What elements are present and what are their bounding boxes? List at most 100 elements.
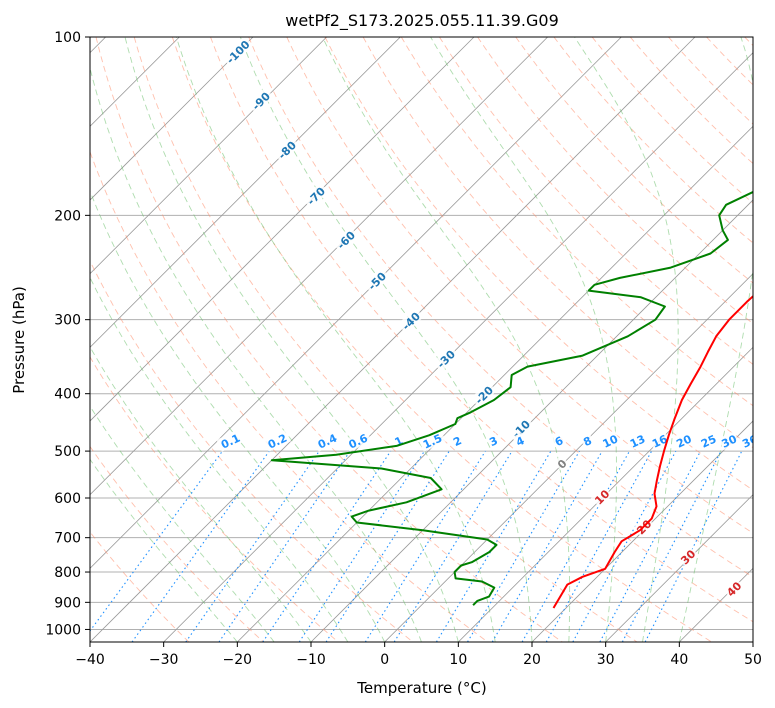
dry-adiabat-line: [553, 37, 753, 244]
contour-label-bg: [344, 429, 372, 452]
contour-label-bg: [432, 345, 459, 372]
contour-label-bg: [332, 226, 359, 253]
mixing-ratio-line: [185, 450, 320, 642]
y-tick-label: 600: [54, 491, 81, 507]
dry-adiabat-line: [744, 37, 753, 47]
plot-frame: [89, 36, 754, 643]
mixing-ratio-line: [545, 450, 653, 642]
isotherm-line: [90, 37, 327, 275]
dry-adiabat-line: [400, 37, 753, 407]
moist-adiabat-line: [678, 37, 753, 642]
y-tick-label: 200: [54, 208, 81, 224]
y-axis-ticks: 100 200 300 400 500 600 700 800 900 1000: [45, 30, 90, 638]
y-tick-label: 500: [54, 444, 81, 460]
mixing-ratio-line: [393, 450, 513, 642]
x-tick-label: 30: [597, 652, 615, 668]
moist-adiabat-line: [90, 405, 275, 642]
moist-adiabat-line: [90, 190, 386, 642]
plot-area: -100-90-80-70-60-50-40-30-20-100.1 0.2 0.4…: [90, 37, 753, 642]
mixing-ratio-line: [364, 450, 486, 642]
mixing-ratio-line: [435, 450, 552, 642]
x-axis-title: Temperature (°C): [356, 679, 486, 697]
isotherm-line: [237, 125, 753, 642]
dry-adiabat-line: [90, 259, 414, 642]
y-tick-label: 100: [54, 30, 81, 46]
dry-adiabat-line: [210, 37, 753, 623]
y-tick-label: 1000: [45, 622, 81, 638]
contour-label-bg: [449, 432, 465, 449]
contour-label-bg: [718, 431, 740, 451]
isotherm-line: [310, 199, 753, 642]
x-tick-label: −40: [75, 652, 105, 668]
moist-adiabat-line: [90, 345, 312, 642]
x-tick-label: 0: [380, 652, 389, 668]
dry-adiabat-line: [90, 150, 488, 642]
dry-adiabat-line: [90, 531, 190, 642]
y-tick-label: 800: [54, 565, 81, 581]
contour-label-bg: [397, 307, 424, 334]
contour-label-bg: [263, 429, 291, 452]
contour-label-bg: [551, 432, 567, 449]
isotherm-line: [752, 641, 753, 642]
contour-label-bg: [302, 182, 329, 209]
dry-adiabat-line: [706, 37, 753, 86]
mixing-ratio-line: [491, 450, 603, 642]
contour-label-bg: [485, 432, 501, 449]
isotherm-line: [90, 37, 475, 422]
contour-label-bg: [722, 577, 745, 600]
moist-adiabat-line: [322, 37, 571, 642]
mixing-ratio-lines: [90, 450, 743, 642]
isotherm-line: [605, 494, 753, 642]
contour-label-bg: [273, 136, 300, 163]
moist-adiabat-line: [90, 66, 422, 642]
moist-adiabat-line: [90, 276, 349, 642]
x-tick-label: −30: [149, 652, 179, 668]
x-tick-label: 50: [744, 652, 762, 668]
moist-adiabat-line: [574, 37, 679, 642]
contour-label-bg: [648, 431, 671, 451]
x-tick-label: 40: [670, 652, 688, 668]
mixing-ratio-line: [262, 450, 392, 642]
mixing-ratio-line: [298, 450, 425, 642]
dry-adiabat-line: [133, 37, 638, 642]
contour-label: 30: [678, 547, 698, 567]
dry-adiabat-line: [95, 37, 563, 642]
y-tick-label: 900: [54, 595, 81, 611]
dry-adiabats: [90, 37, 753, 642]
dry-adiabat-line: [362, 37, 753, 449]
isotherm-line: [163, 52, 753, 642]
x-tick-label: −10: [296, 652, 326, 668]
profile-series: [270, 190, 753, 609]
contour-label-bg: [590, 485, 613, 508]
moist-adiabat-line: [175, 37, 496, 642]
isotherm-line: [90, 37, 401, 348]
contour-label: 40: [724, 579, 744, 599]
x-tick-label: −20: [223, 652, 253, 668]
isotherm-line: [384, 273, 753, 642]
contour-label-bg: [363, 267, 390, 294]
contour-label: 25: [699, 432, 718, 450]
dry-adiabat-line: [171, 37, 712, 642]
contour-label-bg: [216, 429, 245, 452]
dewpoint-profile-line: [270, 190, 753, 606]
contour-label: 30: [720, 432, 740, 450]
dry-adiabat-line: [90, 445, 264, 642]
contour-label-bg: [697, 431, 720, 451]
dry-adiabat-line: [90, 356, 339, 642]
x-tick-label: 10: [449, 652, 467, 668]
contour-label-bg: [738, 431, 753, 451]
chart-title: wetPf2_S173.2025.055.11.39.G09: [285, 11, 559, 31]
contour-label-bg: [672, 431, 695, 451]
mixing-ratio-line: [131, 450, 270, 642]
contour-label-bg: [676, 545, 699, 568]
contour-label: 20: [674, 432, 694, 450]
dry-adiabat-line: [248, 37, 753, 578]
mixing-ratio-line: [644, 450, 743, 642]
moist-adiabat-line: [90, 458, 238, 642]
contour-label-bg: [507, 415, 534, 442]
contour-label: 10: [601, 432, 621, 450]
dry-adiabat-line: [324, 37, 753, 491]
contour-label-bg: [626, 431, 648, 451]
contour-label-bg: [512, 432, 528, 449]
